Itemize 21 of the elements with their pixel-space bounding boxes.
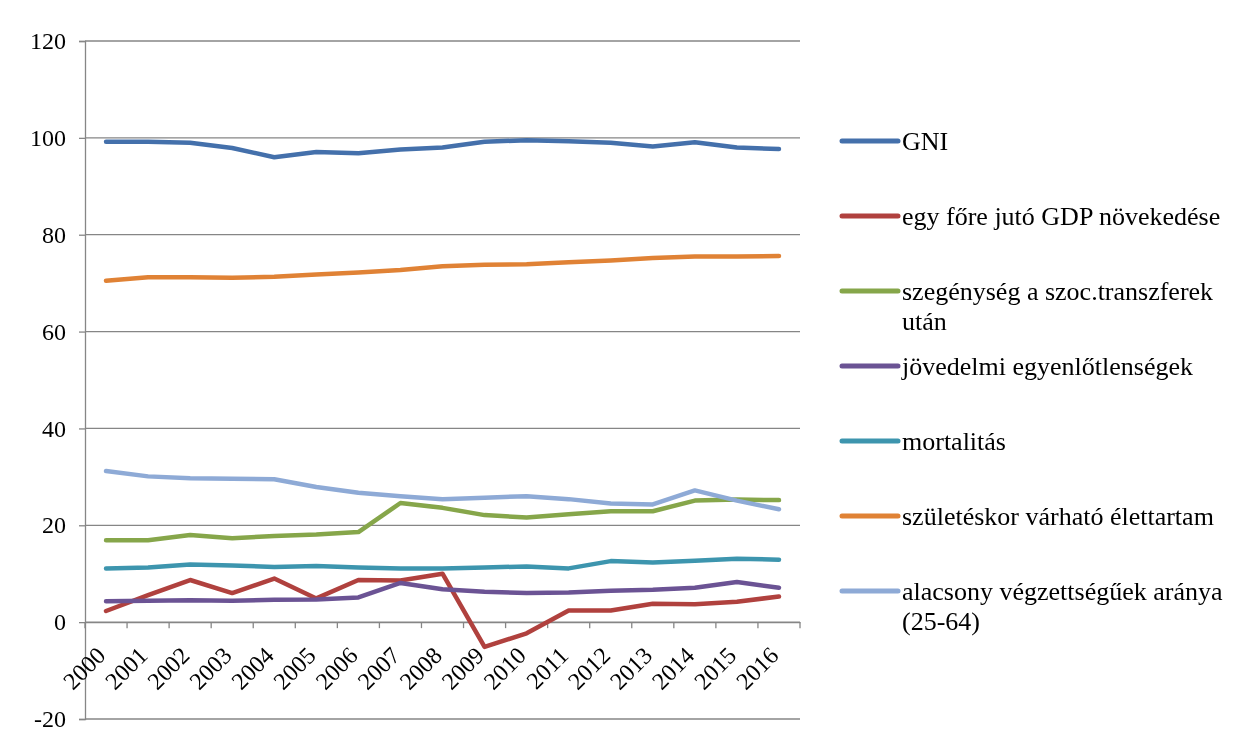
legend-label: jövedelmi egyenlőtlenségek <box>901 352 1193 382</box>
legend-label: GNI <box>902 127 949 157</box>
y-tick-label: 60 <box>42 318 66 345</box>
y-tick-label: 20 <box>42 512 66 539</box>
line-series <box>103 468 782 512</box>
line-series <box>103 497 782 543</box>
legend-label: szegénység a szoc.transzferek után <box>902 277 1214 337</box>
line-series <box>103 556 782 571</box>
y-tick-label: 100 <box>30 125 66 152</box>
y-tick-label: 80 <box>42 221 66 248</box>
line-series <box>103 138 782 160</box>
legend-label: egy főre jutó GDP növekedése <box>902 202 1221 232</box>
legend-label: mortalitás <box>902 427 1006 457</box>
y-tick-label: 0 <box>54 609 66 636</box>
line-series <box>103 579 782 604</box>
y-tick-label: 120 <box>30 28 66 55</box>
legend-label: alacsony végzettségűek aránya (25-64) <box>902 577 1223 637</box>
y-tick-label: 40 <box>42 415 66 442</box>
y-tick-label: -20 <box>34 706 66 733</box>
legend-label: születéskor várható élettartam <box>902 502 1214 532</box>
line-series <box>103 253 782 283</box>
